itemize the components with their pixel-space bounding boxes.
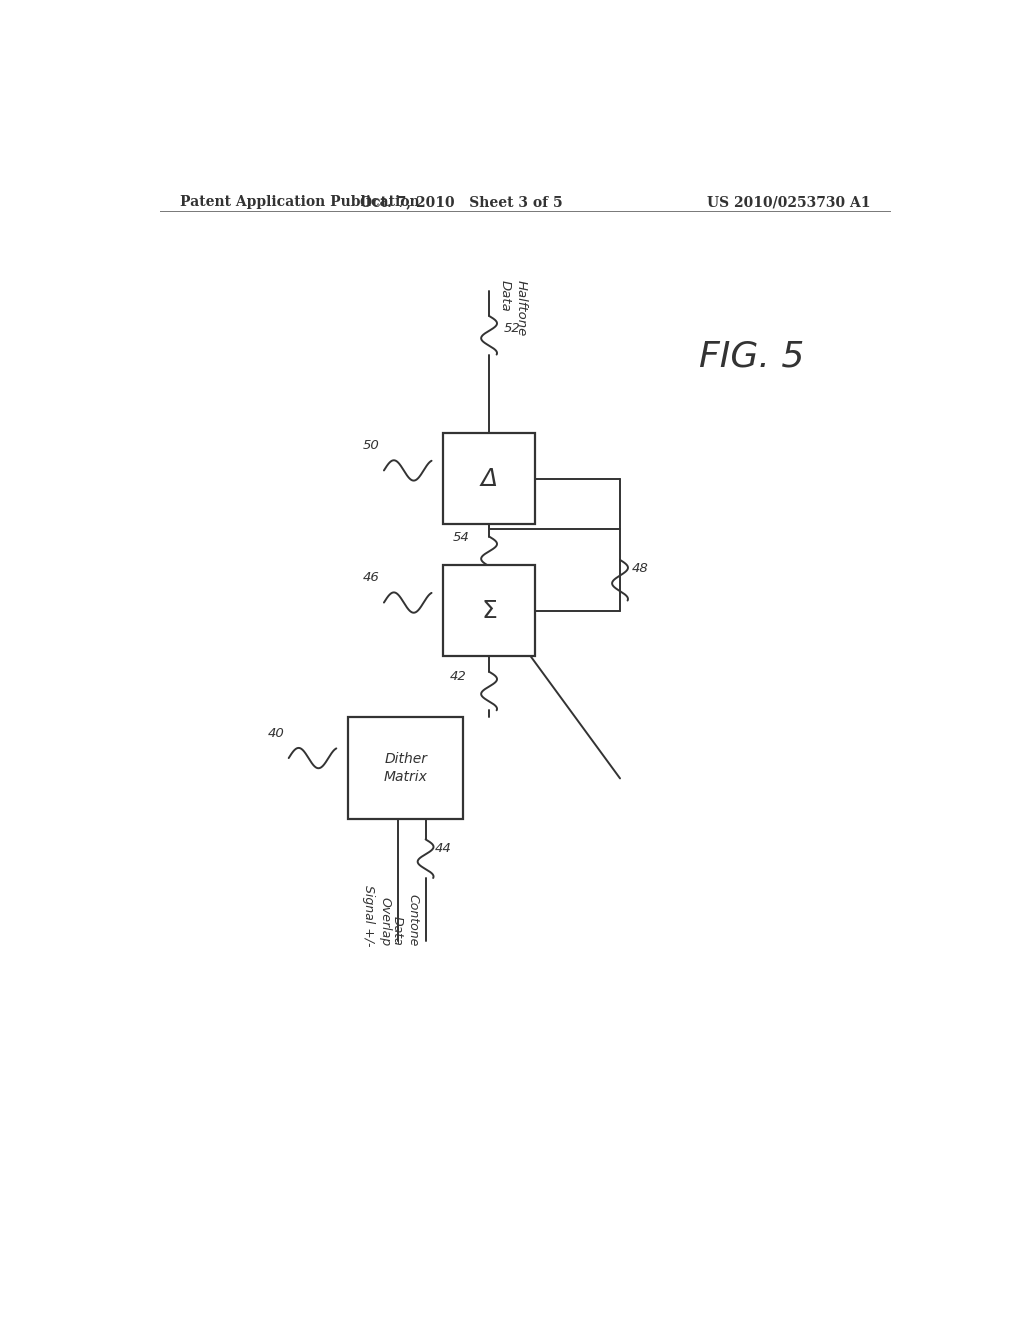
Text: 52: 52 [504, 322, 520, 335]
Text: 46: 46 [364, 572, 380, 585]
Bar [443, 433, 535, 524]
Bar [348, 718, 463, 818]
Text: FIG. 5: FIG. 5 [699, 339, 805, 374]
Text: Halftone
Data: Halftone Data [499, 280, 527, 337]
Text: 50: 50 [364, 440, 380, 453]
Text: Patent Application Publication: Patent Application Publication [179, 195, 419, 209]
Text: 54: 54 [453, 532, 469, 544]
Bar [443, 565, 535, 656]
Text: US 2010/0253730 A1: US 2010/0253730 A1 [707, 195, 870, 209]
Text: Dither
Matrix: Dither Matrix [384, 752, 428, 784]
Text: Contone
Data: Contone Data [390, 894, 419, 946]
Text: 48: 48 [632, 561, 648, 574]
Text: Oct. 7, 2010   Sheet 3 of 5: Oct. 7, 2010 Sheet 3 of 5 [360, 195, 562, 209]
Text: 44: 44 [435, 842, 452, 855]
Text: Overlap
Signal +/-: Overlap Signal +/- [362, 884, 391, 946]
Text: Δ: Δ [480, 466, 498, 491]
Text: 42: 42 [451, 669, 467, 682]
Text: 40: 40 [268, 727, 285, 739]
Text: Σ: Σ [481, 599, 497, 623]
